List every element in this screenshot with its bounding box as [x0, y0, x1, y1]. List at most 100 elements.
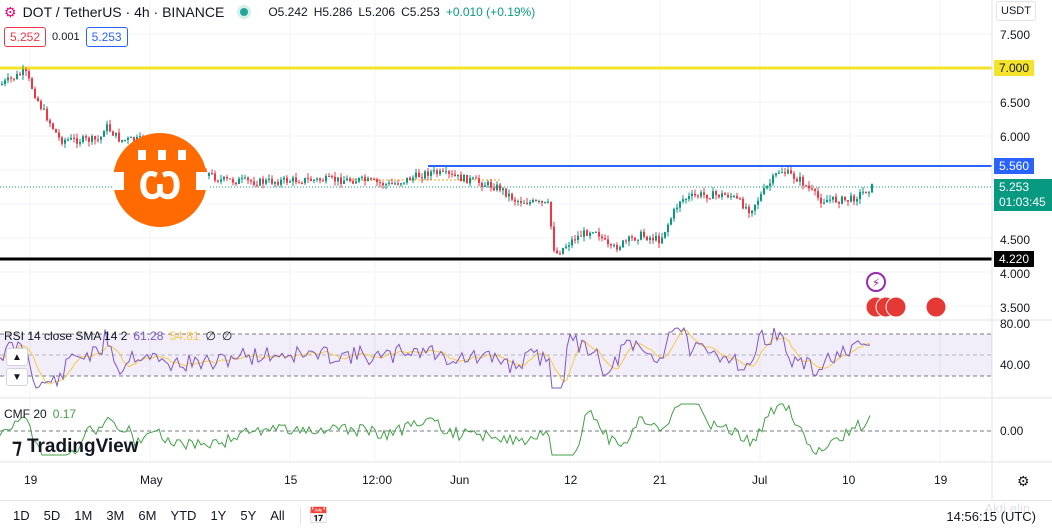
- range-1d-button[interactable]: 1D: [13, 508, 30, 523]
- price-tick-3500: 3.500: [1000, 301, 1030, 315]
- candle-body: [649, 237, 651, 241]
- candle-body: [688, 196, 690, 200]
- candle-body: [505, 188, 507, 197]
- calendar-icon[interactable]: 📅: [308, 507, 329, 525]
- candle-body: [97, 139, 99, 141]
- candle-body: [736, 195, 738, 199]
- candle-body: [781, 172, 783, 174]
- utc-clock[interactable]: 14:56:15 (UTC): [946, 509, 1036, 524]
- pane-down-arrow-icon[interactable]: ▼: [6, 368, 28, 386]
- candle-body: [280, 179, 282, 185]
- candle-body: [808, 185, 810, 189]
- candle-body: [697, 195, 699, 197]
- candle-body: [235, 182, 237, 185]
- symbol-header: ⚙ DOT / TetherUS · 4h · BINANCE O5.242 H…: [0, 0, 990, 24]
- lightning-event-icon[interactable]: ⚡: [866, 272, 886, 292]
- candle-body: [535, 199, 537, 202]
- current-price-tag: [994, 179, 1052, 211]
- candle-body: [445, 171, 447, 173]
- range-1y-button[interactable]: 1Y: [210, 508, 227, 523]
- time-tick: 15: [284, 473, 298, 487]
- candle-body: [268, 178, 270, 180]
- candle-body: [613, 244, 615, 246]
- candle-body: [754, 204, 756, 211]
- pane-arrow-controls: ▲ ▼: [6, 348, 28, 386]
- candle-body: [232, 179, 234, 183]
- svg-text:4.220: 4.220: [999, 252, 1029, 266]
- range-3m-button[interactable]: 3M: [106, 508, 125, 523]
- candle-body: [766, 186, 768, 189]
- candle-body: [841, 196, 843, 204]
- svg-text:5.560: 5.560: [999, 159, 1029, 173]
- candle-body: [391, 182, 393, 185]
- candle-body: [55, 128, 57, 133]
- candle-body: [403, 182, 405, 184]
- candle-body: [601, 236, 603, 239]
- candle-body: [550, 201, 552, 227]
- candle-body: [367, 178, 369, 182]
- candle-body: [502, 188, 504, 191]
- candle-body: [739, 198, 741, 200]
- candle-body: [241, 178, 243, 180]
- candle-body: [733, 195, 735, 197]
- candle-body: [823, 202, 825, 204]
- cmf-legend[interactable]: CMF 20 0.17: [4, 407, 77, 421]
- buy-button[interactable]: 5.253: [85, 27, 128, 47]
- candle-body: [265, 179, 267, 184]
- candle-body: [100, 136, 102, 140]
- pane-up-arrow-icon[interactable]: ▲: [6, 348, 28, 366]
- chart-canvas[interactable]: ꞷ ⚡ 7.500 6.500 6.000 4.500 4.000 3.500 …: [0, 0, 1052, 500]
- candle-body: [565, 246, 567, 249]
- candle-body: [136, 136, 138, 141]
- currency-selector[interactable]: USDT: [996, 1, 1036, 21]
- range-5d-button[interactable]: 5D: [43, 508, 61, 523]
- candle-body: [208, 173, 210, 176]
- candle-body: [604, 238, 606, 240]
- candle-body: [61, 137, 63, 144]
- candle-body: [628, 236, 630, 242]
- settings-gear-icon[interactable]: ⚙: [1017, 473, 1030, 489]
- range-6m-button[interactable]: 6M: [138, 508, 157, 523]
- candle-body: [817, 191, 819, 198]
- sell-button[interactable]: 5.252: [4, 27, 47, 47]
- candle-body: [328, 176, 330, 178]
- candle-body: [724, 193, 726, 195]
- candle-body: [694, 193, 696, 196]
- candle-body: [553, 226, 555, 251]
- candle-body: [313, 179, 315, 181]
- rsi-tick-40: 40.00: [1000, 358, 1030, 372]
- range-1m-button[interactable]: 1M: [74, 508, 93, 523]
- candle-body: [52, 123, 54, 129]
- time-tick: 10: [842, 473, 856, 487]
- candle-body: [247, 177, 249, 181]
- candle-body: [721, 193, 723, 198]
- symbol-logo-icon[interactable]: ⚙: [4, 3, 17, 20]
- time-tick: Jul: [752, 473, 767, 487]
- candle-body: [424, 171, 426, 179]
- time-tick: 19: [934, 473, 948, 487]
- candle-body: [217, 180, 219, 182]
- rsi-sma-line: [0, 329, 870, 385]
- candle-body: [589, 232, 591, 236]
- candle-body: [538, 200, 540, 202]
- candle-body: [286, 177, 288, 183]
- candle-body: [592, 232, 594, 234]
- candle-body: [238, 178, 240, 185]
- us-flag-event-icons[interactable]: [865, 296, 947, 318]
- range-all-button[interactable]: All: [270, 508, 285, 523]
- range-ytd-button[interactable]: YTD: [170, 508, 197, 523]
- candle-body: [622, 240, 624, 248]
- candle-body: [595, 231, 597, 233]
- candle-body: [730, 196, 732, 198]
- range-5y-button[interactable]: 5Y: [240, 508, 257, 523]
- symbol-title[interactable]: DOT / TetherUS · 4h · BINANCE: [22, 4, 225, 20]
- candle-body: [835, 196, 837, 203]
- candle-body: [475, 177, 477, 179]
- candle-body: [802, 176, 804, 186]
- candle-body: [748, 206, 750, 214]
- activate-watermark: Akti elin: [984, 501, 1030, 516]
- tradingview-logo[interactable]: ⁊ TradingView: [12, 435, 139, 459]
- rsi-legend[interactable]: RSI 14 close SMA 14 2 61.28 54.81 ∅ ∅: [4, 329, 233, 343]
- candle-body: [853, 195, 855, 202]
- candle-body: [769, 183, 771, 187]
